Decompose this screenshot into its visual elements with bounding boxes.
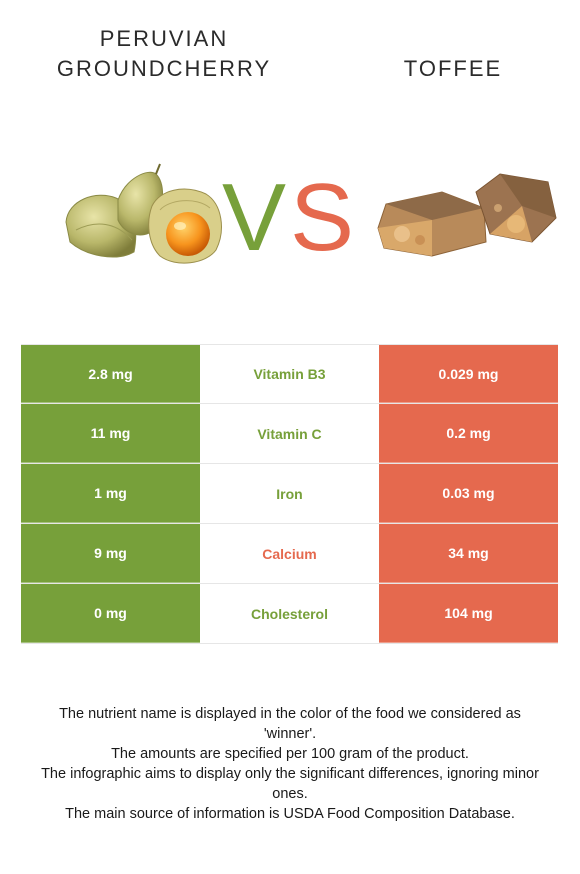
left-value: 11 mg [21,404,200,463]
footnote-source: The main source of information is USDA F… [65,806,515,822]
nutrient-name: Vitamin B3 [200,345,379,403]
table-row: 0 mg Cholesterol 104 mg [21,584,558,644]
right-value: 34 mg [379,524,558,583]
footnote-scope: The infographic aims to display only the… [41,766,539,802]
nutrient-name: Cholesterol [200,584,379,643]
right-value: 0.2 mg [379,404,558,463]
toffee-icon [377,173,557,257]
vs-letter-s: S [290,164,355,271]
nutrient-name: Vitamin C [200,404,379,463]
left-value: 0 mg [21,584,200,643]
vs-letter-v: V [222,164,287,271]
left-food-title-line2: GROUNDCHERRY [56,56,272,81]
footnote-amounts: The amounts are specified per 100 gram o… [111,746,469,762]
left-food-title: PERUVIAN GROUNDCHERRY [44,24,284,84]
right-value: 0.029 mg [379,345,558,403]
nutrient-name: Iron [200,464,379,523]
left-value: 2.8 mg [21,345,200,403]
nutrient-comparison-table: 2.8 mg Vitamin B3 0.029 mg 11 mg Vitamin C 0.… [21,344,558,644]
left-value: 1 mg [21,464,200,523]
table-row: 9 mg Calcium 34 mg [21,524,558,584]
nutrient-name: Calcium [200,524,379,583]
right-value: 0.03 mg [379,464,558,523]
table-row: 1 mg Iron 0.03 mg [21,464,558,524]
right-food-title: TOFFEE [403,56,503,81]
footnote-winner: The nutrient name is displayed in the co… [59,706,521,742]
right-value: 104 mg [379,584,558,643]
left-food-title-line1: PERUVIAN [99,26,229,51]
table-row: 11 mg Vitamin C 0.2 mg [21,404,558,464]
footnotes: The nutrient name is displayed in the co… [36,704,544,824]
peruvian-groundcherry-icon [65,163,222,264]
left-value: 9 mg [21,524,200,583]
table-row: 2.8 mg Vitamin B3 0.029 mg [21,344,558,404]
